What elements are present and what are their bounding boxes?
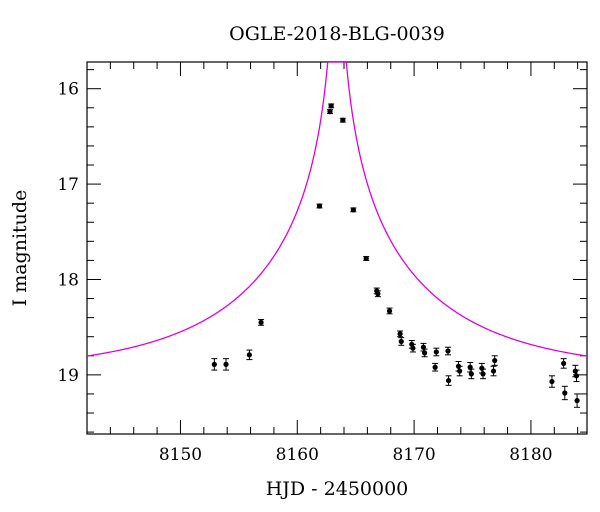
data-point bbox=[480, 368, 487, 380]
y-tick-label: 19 bbox=[57, 366, 79, 386]
data-point bbox=[456, 365, 463, 377]
x-tick-labels: 8150 8160 8170 8180 bbox=[159, 445, 553, 465]
data-marker bbox=[246, 352, 252, 358]
axis-ticks bbox=[87, 62, 587, 434]
plot-frame bbox=[86, 61, 588, 435]
data-marker bbox=[457, 368, 463, 374]
data-point bbox=[258, 319, 265, 326]
data-point bbox=[363, 255, 370, 262]
y-tick-labels: 16 17 18 19 bbox=[57, 80, 79, 386]
data-point bbox=[444, 346, 451, 356]
data-point bbox=[326, 109, 333, 115]
data-point bbox=[398, 337, 405, 346]
data-marker bbox=[433, 349, 439, 355]
data-point bbox=[386, 307, 393, 315]
data-marker bbox=[363, 255, 369, 262]
data-point bbox=[432, 362, 439, 372]
x-axis-label: HJD - 2450000 bbox=[266, 478, 409, 500]
data-marker bbox=[574, 398, 580, 404]
chart-title: OGLE-2018-BLG-0039 bbox=[229, 23, 445, 45]
data-point bbox=[420, 342, 427, 352]
data-marker bbox=[480, 371, 486, 377]
data-point bbox=[397, 330, 404, 338]
data-marker bbox=[327, 109, 333, 115]
data-marker bbox=[420, 344, 427, 350]
data-point bbox=[350, 207, 357, 213]
data-marker bbox=[410, 345, 416, 351]
data-marker bbox=[445, 348, 451, 354]
y-tick-label: 18 bbox=[57, 270, 79, 290]
data-marker bbox=[572, 368, 578, 374]
data-point bbox=[490, 365, 497, 377]
data-marker bbox=[328, 103, 334, 109]
data-point bbox=[560, 358, 567, 369]
data-marker bbox=[211, 361, 217, 367]
data-point bbox=[211, 358, 218, 371]
data-marker bbox=[479, 365, 485, 371]
data-point bbox=[421, 348, 428, 358]
data-marker bbox=[549, 378, 555, 385]
data-marker bbox=[258, 319, 264, 325]
data-marker bbox=[386, 308, 393, 314]
plot-area bbox=[86, 61, 588, 435]
y-axis-label: I magnitude bbox=[9, 190, 31, 307]
x-tick-label: 8170 bbox=[392, 445, 435, 465]
data-marker bbox=[562, 390, 568, 396]
data-marker bbox=[223, 361, 229, 367]
data-marker bbox=[467, 364, 473, 370]
data-point bbox=[548, 375, 555, 388]
data-marker bbox=[375, 291, 381, 297]
model-curve bbox=[87, 62, 587, 357]
data-marker bbox=[468, 371, 474, 377]
data-marker bbox=[316, 203, 323, 209]
data-point bbox=[445, 375, 452, 386]
data-point bbox=[468, 368, 475, 380]
data-point bbox=[409, 343, 416, 353]
y-tick-label: 17 bbox=[57, 175, 79, 195]
x-tick-label: 8180 bbox=[509, 445, 552, 465]
data-point bbox=[374, 290, 381, 298]
data-marker bbox=[492, 357, 498, 364]
data-marker bbox=[398, 338, 404, 345]
data-point bbox=[573, 369, 580, 383]
x-tick-label: 8160 bbox=[276, 445, 319, 465]
data-point bbox=[467, 361, 474, 373]
model-curve-group bbox=[87, 62, 587, 357]
data-marker bbox=[397, 331, 403, 337]
data-marker bbox=[422, 350, 428, 356]
data-point bbox=[433, 347, 440, 357]
data-marker bbox=[573, 373, 580, 379]
data-marker bbox=[445, 377, 452, 384]
x-tick-label: 8150 bbox=[159, 445, 202, 465]
data-point bbox=[316, 203, 323, 209]
data-point bbox=[491, 355, 498, 366]
y-tick-label: 16 bbox=[57, 80, 79, 100]
data-point bbox=[574, 393, 581, 408]
data-point bbox=[223, 358, 230, 371]
data-marker bbox=[350, 207, 356, 213]
data-point bbox=[246, 349, 253, 361]
data-point bbox=[339, 117, 346, 123]
data-points bbox=[211, 103, 581, 408]
data-marker bbox=[490, 368, 497, 374]
data-marker bbox=[432, 364, 438, 370]
data-point bbox=[561, 385, 568, 401]
data-marker bbox=[340, 117, 346, 123]
data-point bbox=[328, 103, 335, 109]
data-marker bbox=[561, 360, 567, 367]
